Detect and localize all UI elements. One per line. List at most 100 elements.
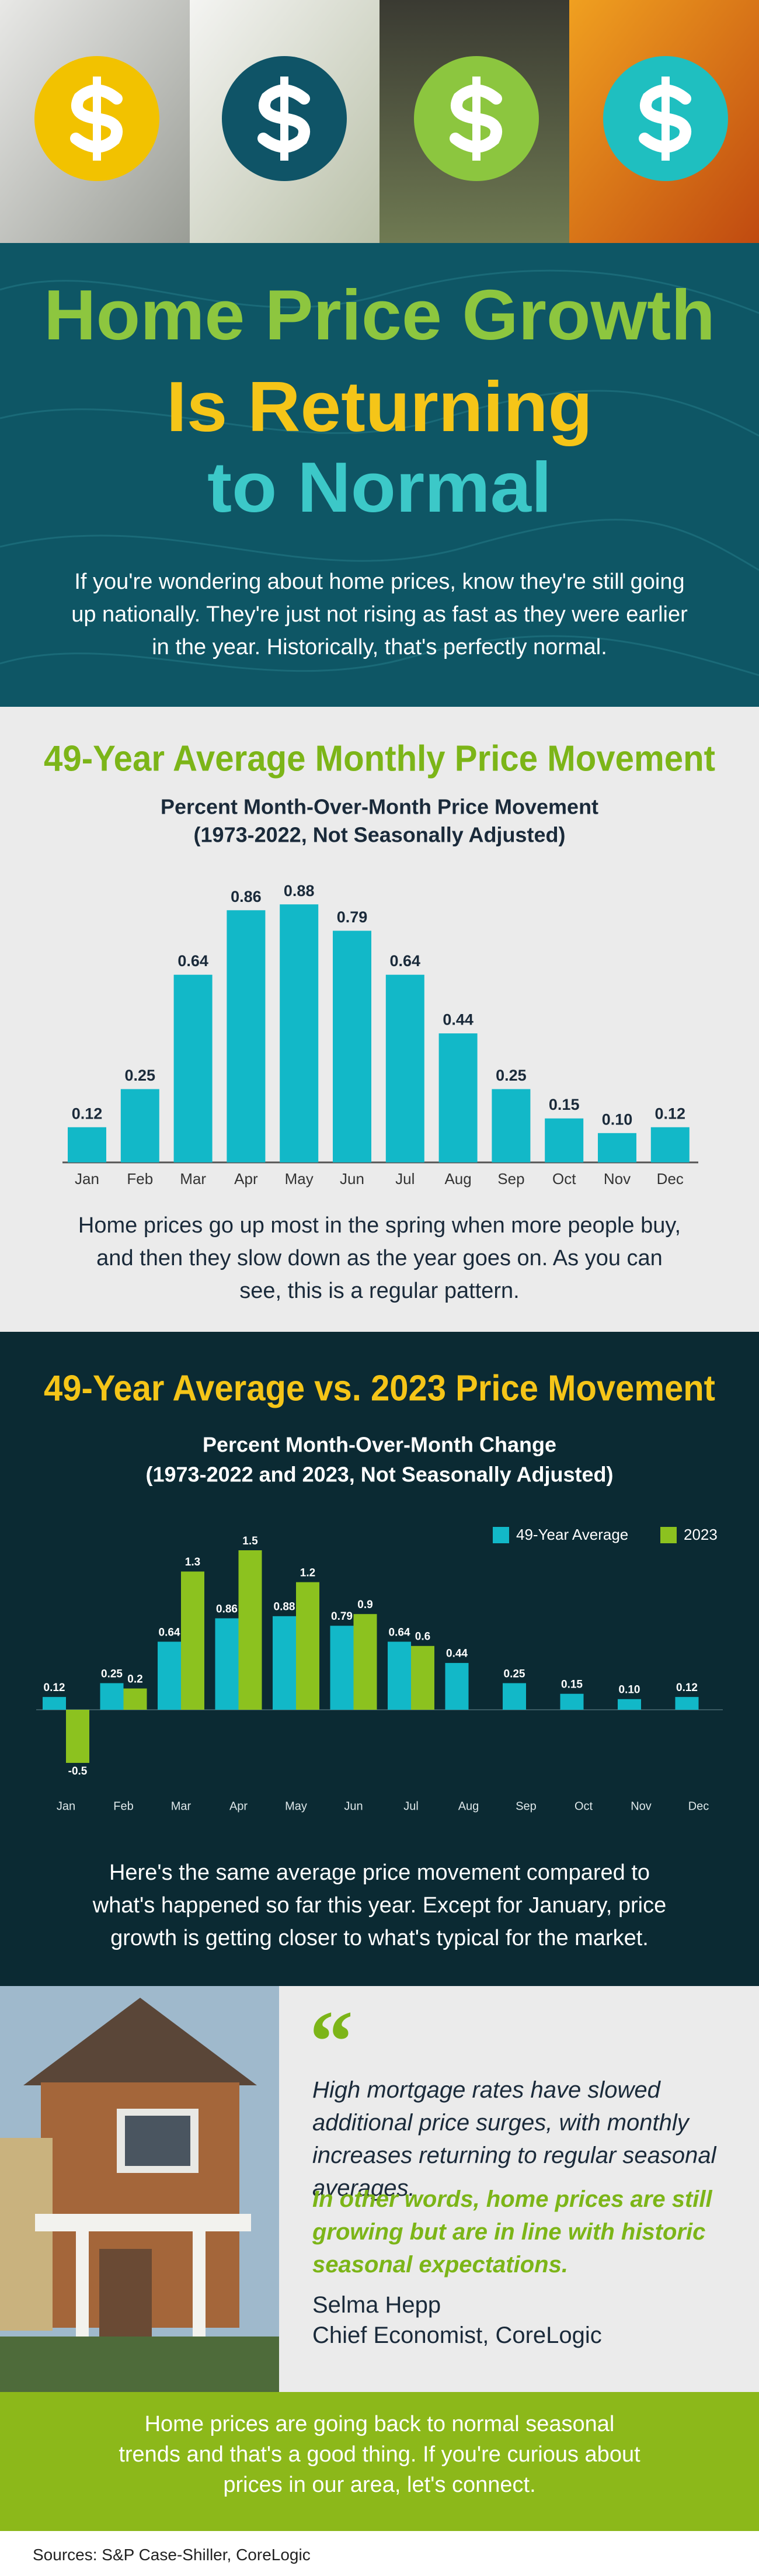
x-tick-label: Dec: [657, 1170, 684, 1188]
x-tick-label: Apr: [234, 1170, 258, 1188]
value-label: 0.15: [561, 1679, 583, 1691]
value-label: 0.10: [602, 1110, 633, 1128]
x-tick-label: Feb: [127, 1170, 153, 1188]
value-label: 0.25: [496, 1067, 527, 1084]
value-label: 0.86: [231, 888, 262, 905]
x-tick-label: Mar: [180, 1170, 206, 1188]
x-tick-label: Jan: [75, 1170, 99, 1188]
value-label: 0.64: [389, 1626, 410, 1638]
bar: [173, 974, 213, 1162]
value-label: 0.12: [72, 1105, 103, 1122]
value-label: 0.64: [177, 952, 208, 970]
bar: [100, 1683, 124, 1710]
title-line: Is Returning: [166, 367, 593, 446]
quote-name: Selma Hepp: [312, 2292, 441, 2318]
footer: [0, 2392, 759, 2531]
x-tick-label: Sep: [497, 1170, 524, 1188]
legend-swatch: [660, 1527, 677, 1543]
bar: [330, 1626, 354, 1710]
legend-swatch: [493, 1527, 509, 1543]
bar: [560, 1693, 584, 1710]
title-line: Home Price Growth: [44, 275, 715, 355]
bar: [650, 1127, 690, 1162]
value-label: 0.2: [127, 1673, 142, 1685]
title-bg: [0, 243, 759, 707]
topo: [0, 390, 759, 437]
bar: [411, 1645, 434, 1710]
photo-strip: [0, 0, 759, 243]
bar: [598, 1133, 636, 1162]
x-tick-label: Mar: [171, 1800, 192, 1813]
value-label: 0.10: [619, 1684, 640, 1696]
x-tick-label: Nov: [631, 1800, 652, 1813]
value-label: 0.79: [331, 1610, 353, 1623]
value-label: 1.2: [300, 1567, 315, 1579]
x-tick-label: Sep: [516, 1800, 537, 1813]
bar: [675, 1697, 699, 1710]
bar: [158, 1641, 181, 1710]
value-label: 0.25: [125, 1067, 156, 1084]
footer-text: Home prices are going back to normal sea…: [119, 2412, 640, 2497]
value-label: 0.88: [274, 1601, 295, 1613]
bar: [296, 1582, 319, 1710]
value-label: 0.79: [337, 908, 368, 926]
value-label: 0.12: [676, 1682, 698, 1694]
value-label: -0.5: [68, 1765, 88, 1777]
intro: If you're wondering about home prices, k…: [71, 570, 688, 659]
dollar-icons: [34, 56, 728, 181]
value-label: 1.5: [242, 1535, 258, 1547]
bar: [545, 1118, 584, 1162]
bar: [333, 931, 371, 1162]
value-label: 0.25: [101, 1668, 123, 1680]
quote-text: High mortgage rates have slowed addition…: [312, 2077, 716, 2201]
x-tick-label: Oct: [552, 1170, 576, 1188]
x-tick-label: Oct: [575, 1800, 593, 1813]
chart-title: 49-Year Average vs. 2023 Price Movement: [44, 1368, 715, 1408]
value-label: 0.64: [390, 952, 421, 970]
chart-title: 49-Year Average Monthly Price Movement: [44, 738, 715, 779]
value-label: 0.44: [443, 1011, 473, 1029]
value-label: 0.88: [284, 882, 315, 900]
bar: [618, 1699, 641, 1710]
quote-mark: “: [309, 1993, 353, 2090]
quote-emphasis: In other words, home prices are still gr…: [312, 2186, 712, 2278]
value-label: 0.25: [504, 1668, 525, 1680]
topo-lines: [0, 269, 759, 676]
chart: 49-Year Average vs. 2023 Price Movement …: [36, 1368, 723, 1813]
x-tick-label: Aug: [444, 1170, 471, 1188]
x-tick-label: Jan: [57, 1800, 75, 1813]
x-tick-label: May: [285, 1170, 314, 1188]
x-tick-label: Nov: [604, 1170, 631, 1188]
bar: [492, 1089, 531, 1162]
legend-label: 2023: [684, 1526, 718, 1543]
title-section: Home Price Growth Is Returning to Normal: [0, 243, 759, 707]
value-label: 1.3: [185, 1556, 200, 1568]
roof: [23, 1998, 257, 2085]
bar: [438, 1033, 478, 1162]
bar: [238, 1550, 262, 1710]
value-label: 0.6: [415, 1631, 430, 1643]
bar: [503, 1683, 526, 1710]
bar: [273, 1616, 296, 1710]
column: [193, 2231, 206, 2342]
bar: [120, 1089, 159, 1162]
chart-subtitle: Percent Month-Over-Month Change: [203, 1433, 556, 1457]
x-tick-label: Feb: [113, 1800, 133, 1813]
chart1-section: [0, 707, 759, 1332]
bar: [385, 974, 424, 1162]
value-label: 0.9: [357, 1599, 372, 1611]
chart-subtitle: (1973-2022, Not Seasonally Adjusted): [194, 823, 566, 847]
quote-role: Chief Economist, CoreLogic: [312, 2322, 602, 2348]
legend-label: 49-Year Average: [516, 1526, 628, 1543]
window-glass: [125, 2116, 190, 2166]
bar: [66, 1710, 89, 1763]
caption: Here's the same average price movement c…: [92, 1860, 667, 1950]
title-line: to Normal: [207, 447, 552, 527]
bar: [181, 1571, 204, 1710]
caption: Home prices go up most in the spring whe…: [78, 1213, 681, 1303]
x-tick-label: Apr: [229, 1800, 248, 1813]
topo: [0, 635, 759, 676]
door: [99, 2249, 152, 2337]
